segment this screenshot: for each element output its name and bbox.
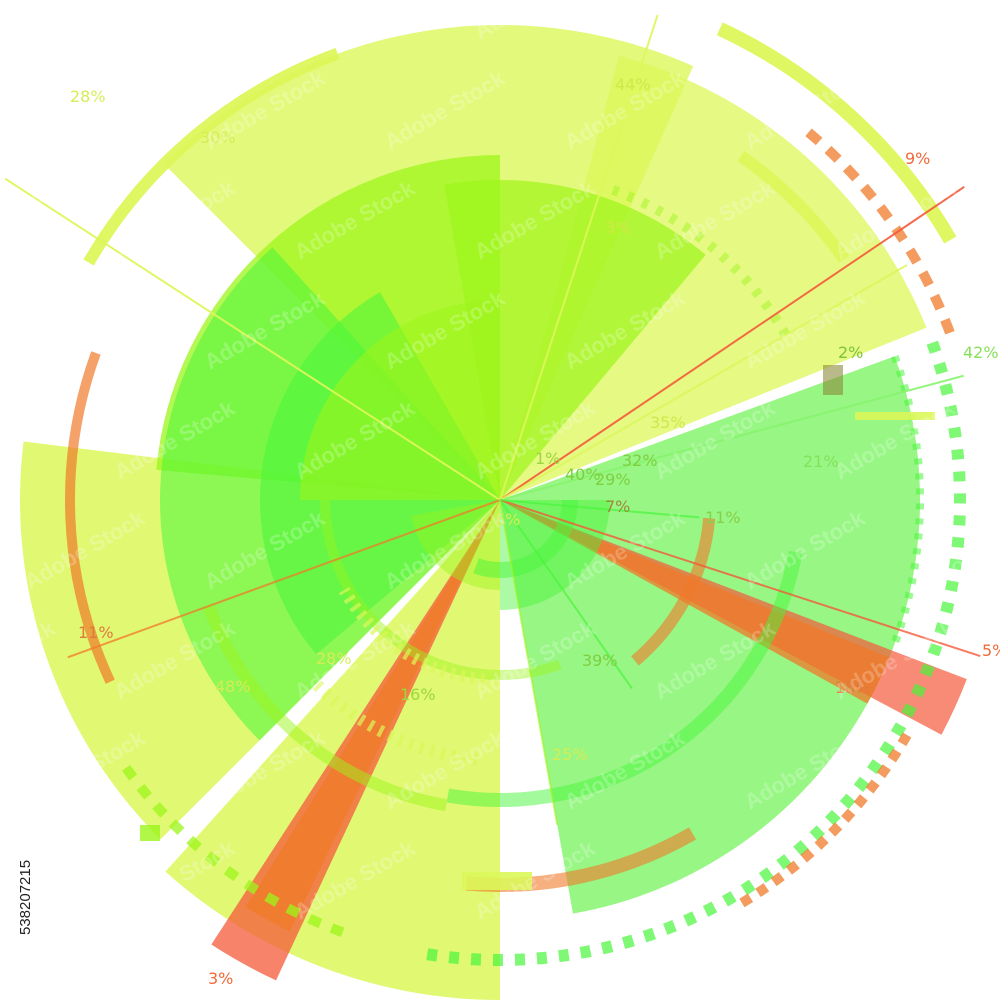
tick-ring-orange-lower	[732, 732, 912, 912]
ring-green-outer	[446, 550, 803, 807]
sector-orange-right	[500, 500, 890, 704]
sector-lime-top	[444, 180, 706, 500]
label-18: 18%	[835, 678, 871, 697]
watermark-tile: Adobe Stock	[920, 65, 1000, 154]
ray-green-lower	[499, 499, 633, 689]
label-3-top: 3%	[605, 218, 630, 237]
label-1: 1%	[535, 449, 560, 468]
tick-ring-orange	[805, 128, 956, 338]
label-35: 35%	[650, 413, 686, 432]
ring-yellow-far	[716, 22, 957, 244]
accent-bar-yellow-right	[855, 412, 935, 420]
watermark-tile: Adobe Stock	[20, 285, 150, 374]
label-40: 40%	[565, 465, 601, 484]
watermark-tile: Adobe Stock	[830, 0, 960, 44]
label-32: 32%	[622, 451, 658, 470]
sector-yellow-bottom	[165, 500, 500, 1000]
label-21: 21%	[803, 452, 839, 471]
ray-green-right	[499, 374, 964, 501]
label-28-top: 28%	[70, 87, 106, 106]
ray-yellow-top-left	[4, 177, 501, 501]
label-29: 29%	[595, 470, 631, 489]
ring-orange-left	[65, 351, 115, 684]
watermark-tile: Adobe Stock	[110, 0, 240, 44]
ring-yellow-top-left	[83, 48, 340, 266]
ring-orange-right	[631, 517, 716, 666]
accent-bar-olive	[823, 365, 843, 395]
ray-lime-down	[499, 499, 559, 826]
watermark-tile: Adobe Stock	[920, 725, 1000, 814]
ray-red-right	[499, 499, 981, 658]
label-16: 16%	[400, 685, 436, 704]
tick-ring-yellow	[338, 586, 485, 686]
sector-lime-core	[300, 300, 500, 500]
label-9: 9%	[905, 149, 930, 168]
label-39: 39%	[582, 651, 618, 670]
tick-ring-yellow-mid	[311, 679, 478, 765]
ring-yellow-top-right	[737, 151, 849, 263]
label-3-bottom: 3%	[208, 969, 233, 988]
label-5: 5%	[982, 641, 1000, 660]
ring-lime-inner	[320, 499, 562, 680]
label-48: 48%	[215, 677, 251, 696]
label-2: 2%	[838, 343, 863, 362]
watermark-tile: Adobe Stock	[20, 65, 150, 154]
tick-ring-lime-bottom	[119, 760, 345, 937]
label-28-mid: 28%	[316, 649, 352, 668]
accent-bar-lime	[140, 825, 160, 841]
watermark-tile: Adobe Stock	[830, 835, 960, 924]
ray-green-short	[499, 499, 700, 519]
stock-id: 538207215	[17, 860, 34, 935]
label-6: 6%	[495, 510, 520, 529]
label-7: 7%	[605, 497, 630, 516]
tick-ring-green-inner	[890, 354, 924, 646]
ray-orange-left	[67, 499, 501, 659]
label-25: 25%	[552, 745, 588, 764]
ray-red-top-right	[499, 186, 965, 501]
watermark-tile: Adobe Stock	[650, 0, 780, 44]
label-30: 30%	[200, 128, 236, 147]
sector-yellow-upper-right	[500, 55, 927, 500]
ray-yellow-top	[499, 14, 659, 501]
ray-yellow-right	[499, 264, 908, 501]
watermark-tile: Adobe Stock	[0, 175, 60, 264]
tick-ring-green-outer	[419, 340, 966, 966]
ring-lime-left	[203, 603, 448, 812]
tick-ring-lime-top	[611, 185, 791, 338]
label-44: 44%	[615, 75, 651, 94]
label-11-right: 11%	[705, 508, 741, 527]
accent-bar-yellow	[462, 872, 532, 890]
label-11-left: 11%	[78, 623, 114, 642]
label-42: 42%	[963, 343, 999, 362]
watermark-tile: Adobe Stock	[0, 0, 60, 44]
sector-orange-bottom	[245, 500, 500, 932]
